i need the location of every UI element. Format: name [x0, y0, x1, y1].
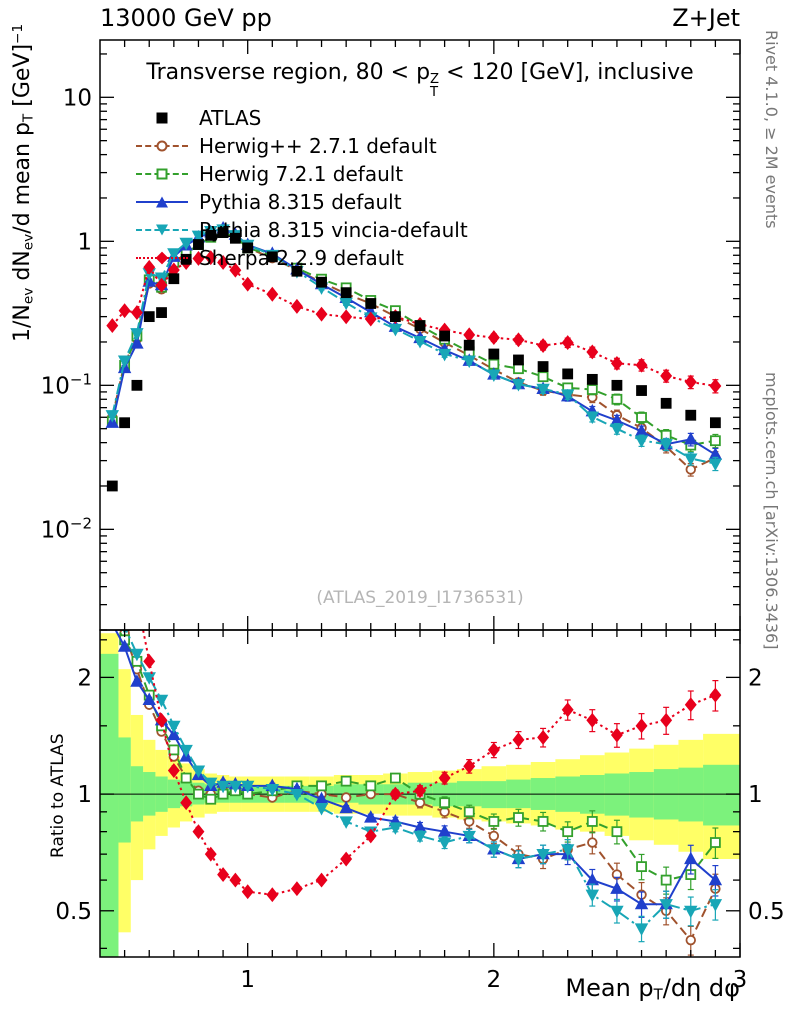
x-tick-label: 3 — [733, 967, 748, 993]
series-ratio-sherpa-2-2-9-default — [142, 630, 722, 903]
diamond-marker-icon — [155, 251, 169, 265]
series-main-atlas — [106, 227, 721, 492]
triangle-down-marker-icon — [156, 224, 168, 236]
main-panel-series — [105, 220, 723, 492]
x-axis-label: Mean pT/dη dφ — [565, 974, 740, 1004]
legend-item-pythia-8-315-default: Pythia 8.315 default — [136, 188, 468, 216]
legend-sample-sherpa-2-2-9-default — [136, 250, 188, 266]
legend-label-atlas: ATLAS — [199, 106, 262, 130]
x-tick-label: 1 — [240, 967, 255, 993]
y-axis-label-main: 1/Nev dNev/d mean pT [GeV]−1 — [10, 23, 37, 342]
rivet-version-note: Rivet 4.1.0, ≥ 2M events — [762, 30, 781, 229]
mcplots-reference-note: mcplots.cern.ch [arXiv:1306.3436] — [762, 372, 781, 650]
process-label: Z+Jet — [672, 4, 740, 32]
y-tick-label-ratio-left: 1 — [77, 782, 92, 808]
y-tick-label-ratio-right: 0.5 — [748, 899, 785, 925]
x-tick-label: 2 — [487, 967, 502, 993]
legend-label-herwig-7-2-1-default: Herwig 7.2.1 default — [199, 162, 404, 186]
beam-energy-label: 13000 GeV pp — [100, 4, 272, 32]
legend-label-pythia-8-315-default: Pythia 8.315 default — [199, 190, 402, 214]
y-tick-label-ratio-left: 2 — [77, 665, 92, 691]
legend-item-pythia-8-315-vincia-default: Pythia 8.315 vincia-default — [136, 216, 468, 244]
legend: ATLAS Herwig++ 2.7.1 default Herwig 7.2.1 … — [136, 104, 468, 272]
uncertainty-bands — [100, 633, 740, 957]
legend-item-herwig-7-2-1-default: Herwig 7.2.1 default — [136, 160, 468, 188]
triangle-up-marker-icon — [156, 196, 168, 208]
legend-item-sherpa-2-2-9-default: Sherpa 2.2.9 default — [136, 244, 468, 272]
y-tick-label-ratio-left: 0.5 — [55, 899, 92, 925]
y-tick-label-ratio-right: 2 — [748, 665, 763, 691]
y-tick-label-main: 10−2 — [41, 514, 92, 543]
y-axis-label-ratio: Ratio to ATLAS — [48, 733, 68, 859]
legend-label-herwig-2-7-1-default: Herwig++ 2.7.1 default — [199, 134, 437, 158]
legend-item-atlas: ATLAS — [136, 104, 468, 132]
circle-marker-icon — [156, 140, 168, 152]
legend-label-sherpa-2-2-9-default: Sherpa 2.2.9 default — [199, 246, 404, 270]
analysis-watermark: (ATLAS_2019_I1736531) — [316, 588, 524, 608]
square-marker-icon — [156, 112, 168, 124]
legend-sample-herwig-2-7-1-default — [136, 138, 188, 154]
series-main-sherpa-2-2-9-default — [106, 250, 722, 394]
y-tick-label-main: 10 — [63, 85, 92, 111]
series-ratio-pythia-8-315-vincia-default — [122, 630, 723, 943]
tick-labels: 10−2 10−1 1 10 0.5 0.5 1 1 2 2 1 2 3 — [41, 85, 785, 993]
y-tick-label-main: 1 — [77, 229, 92, 255]
legend-sample-pythia-8-315-default — [136, 194, 188, 210]
legend-sample-herwig-7-2-1-default — [136, 166, 188, 182]
ratio-panel-series — [114, 630, 723, 956]
square-marker-icon — [156, 168, 168, 180]
legend-item-herwig-2-7-1-default: Herwig++ 2.7.1 default — [136, 132, 468, 160]
y-tick-label-main: 10−1 — [41, 370, 92, 399]
legend-label-pythia-8-315-vincia-default: Pythia 8.315 vincia-default — [199, 218, 468, 242]
axis-ticks — [100, 40, 741, 957]
y-tick-label-ratio-right: 1 — [748, 782, 763, 808]
legend-sample-pythia-8-315-vincia-default — [136, 222, 188, 238]
legend-sample-atlas — [136, 110, 188, 126]
series-ratio-herwig-2-7-1-default — [119, 630, 721, 956]
